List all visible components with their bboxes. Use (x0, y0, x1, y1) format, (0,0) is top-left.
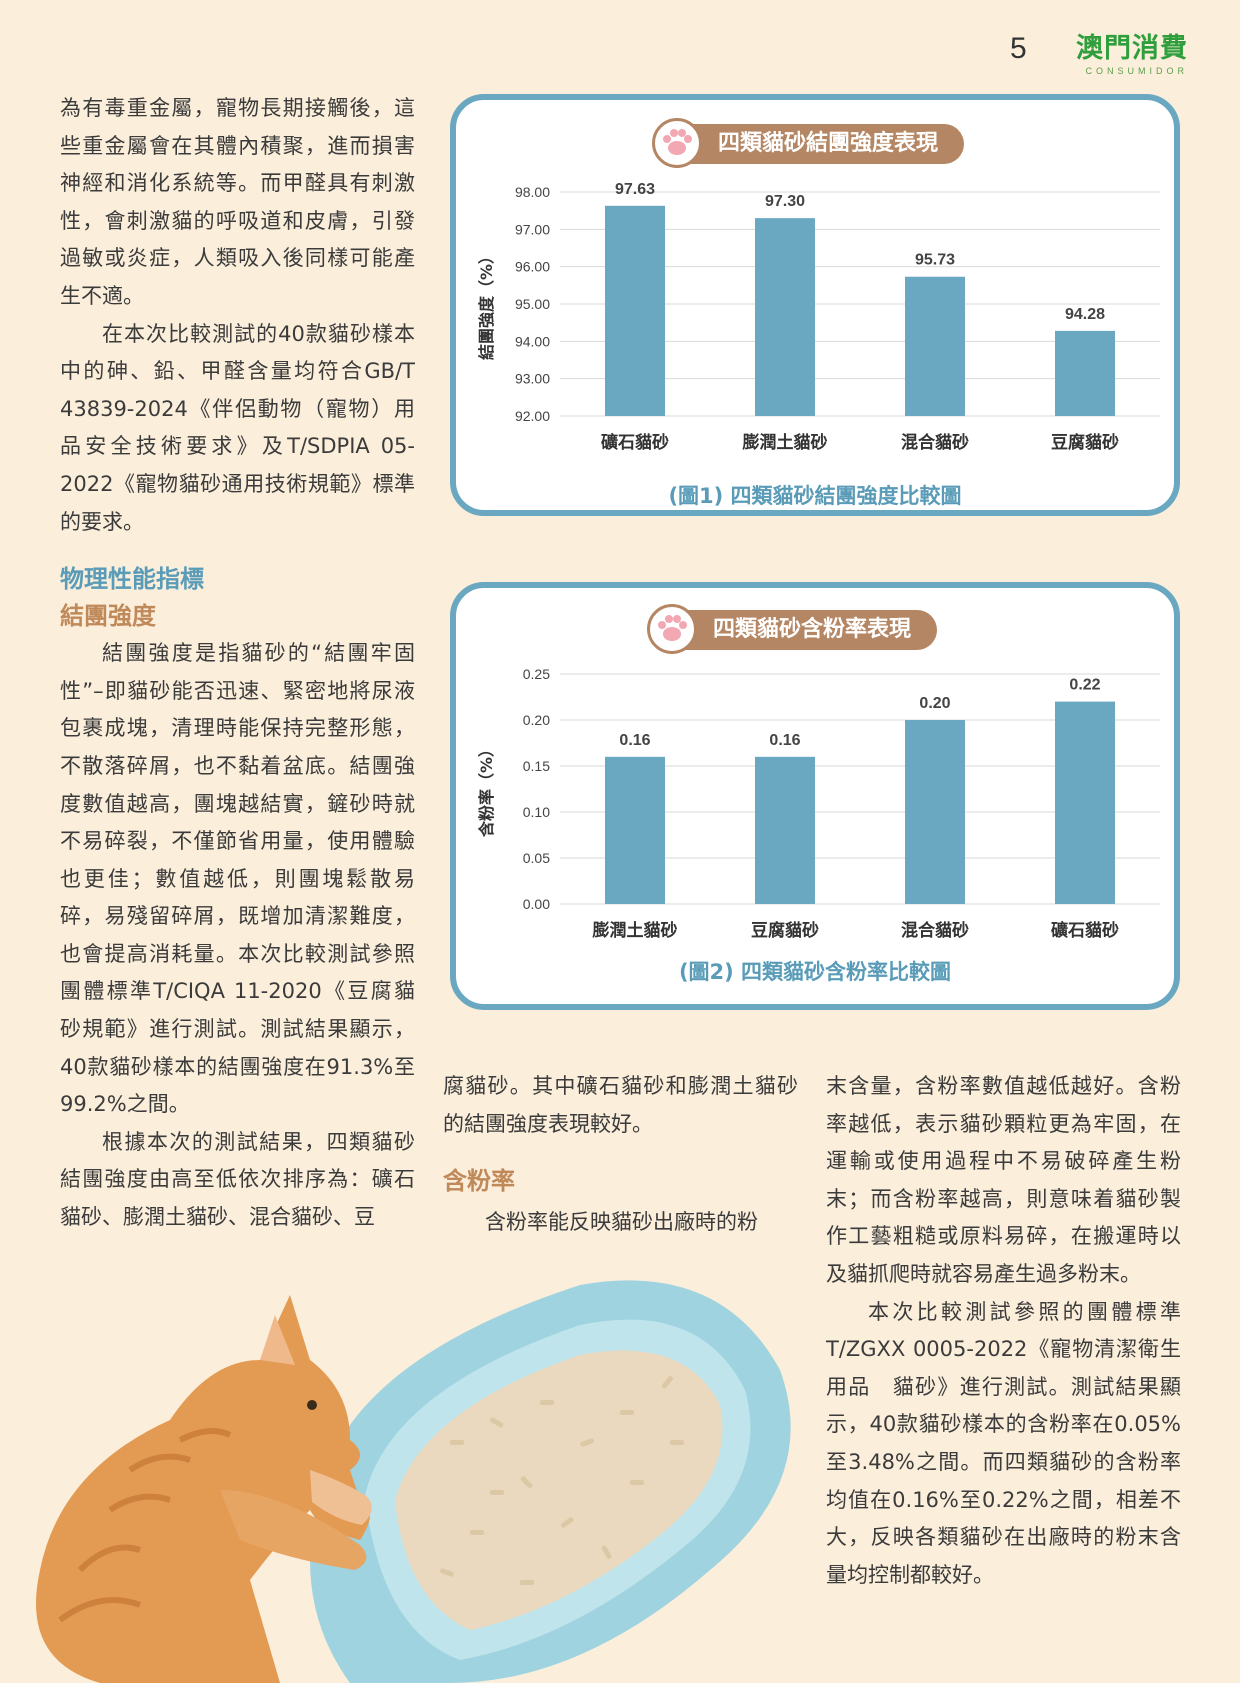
paragraph: 含粉率能反映貓砂出廠時的粉 (485, 1210, 758, 1235)
bar (1055, 701, 1115, 904)
bar (605, 756, 665, 904)
brand-name: 澳門消費 (1076, 33, 1188, 64)
x-tick-label: 礦石貓砂 (1051, 920, 1119, 941)
subsection-heading: 含粉率 (443, 1167, 515, 1196)
x-tick-label: 膨潤土貓砂 (743, 432, 828, 453)
paragraph: 末含量，含粉率數值越低越好。含粉率越低，表示貓砂顆粒更為牢固，在運輸或使用過程中… (826, 1074, 1181, 1286)
chart-card-dust-rate: 0.00 0.05 0.10 0.15 0.20 0.25 含粉率（%） 0.16 膨潤土貓砂 0… (450, 582, 1180, 1010)
bar (905, 720, 965, 904)
x-tick-label: 豆腐貓砂 (751, 920, 819, 941)
chart-caption: (圖1) 四類貓砂結團強度比較圖 (668, 484, 962, 508)
y-tick-label: 0.15 (523, 758, 550, 774)
y-axis-label: 結團強度（%） (477, 248, 496, 360)
chart-card-clumping-strength: 92.00 93.00 94.00 95.00 96.00 97.00 98.00 結團強度（… (450, 94, 1180, 516)
data-label: 97.30 (765, 193, 805, 210)
data-label: 0.16 (619, 732, 650, 749)
cat-icon (36, 1295, 372, 1683)
y-axis-label: 含粉率（%） (477, 741, 496, 837)
y-tick-label: 0.20 (523, 712, 550, 728)
brand-subtitle: CONSUMIDOR (1085, 66, 1188, 76)
data-label: 95.73 (915, 252, 955, 269)
y-tick-label: 94.00 (515, 333, 550, 349)
paragraph: 為有毒重金屬，寵物長期接觸後，這些重金屬會在其體內積聚，進而損害神經和消化系統等… (60, 96, 415, 308)
y-tick-label: 0.25 (523, 666, 550, 682)
chart-title: 四類貓砂含粉率表現 (713, 617, 912, 642)
y-tick-label: 98.00 (515, 184, 550, 200)
data-label: 97.63 (615, 181, 655, 198)
paw-icon (652, 118, 702, 168)
y-tick-label: 96.00 (515, 259, 550, 275)
y-tick-label: 95.00 (515, 296, 550, 312)
y-tick-label: 0.05 (523, 850, 550, 866)
chart-dust-rate: 0.00 0.05 0.10 0.15 0.20 0.25 含粉率（%） 0.16 膨潤土貓砂 0… (477, 666, 1160, 941)
data-label: 0.20 (919, 695, 950, 712)
x-tick-label: 混合貓砂 (901, 432, 969, 453)
column-left: 為有毒重金屬，寵物長期接觸後，這些重金屬會在其體內積聚，進而損害神經和消化系統等… (60, 90, 415, 1237)
paw-icon (647, 604, 697, 654)
cat-litter-box-illustration (36, 1280, 791, 1683)
paragraph: 本次比較測試參照的團體標準T/ZGXX 0005-2022《寵物清潔衛生用品 貓… (826, 1299, 1181, 1587)
subsection-heading: 結團強度 (60, 602, 156, 631)
chart-title-pill: 四類貓砂結團強度表現 (652, 118, 965, 168)
paragraph: 根據本次的測試結果，四類貓砂結團強度由高至低依次排序為：礦石貓砂、膨潤土貓砂、混… (60, 1129, 415, 1230)
chart-caption: (圖2) 四類貓砂含粉率比較圖 (678, 960, 952, 984)
chart-title-pill: 四類貓砂含粉率表現 (647, 604, 938, 654)
x-tick-label: 豆腐貓砂 (1051, 432, 1119, 453)
bar (1055, 330, 1115, 416)
y-tick-label: 92.00 (515, 408, 550, 424)
y-tick-label: 93.00 (515, 371, 550, 387)
x-tick-label: 混合貓砂 (901, 920, 969, 941)
bar (905, 276, 965, 416)
bar (755, 756, 815, 904)
paragraph: 腐貓砂。其中礦石貓砂和膨潤土貓砂的結團強度表現較好。 (443, 1074, 798, 1136)
bar (755, 218, 815, 416)
y-tick-label: 0.10 (523, 804, 550, 820)
x-tick-label: 礦石貓砂 (601, 432, 669, 453)
chart-clumping-strength: 92.00 93.00 94.00 95.00 96.00 97.00 98.00 結團強度（… (477, 181, 1160, 453)
y-tick-label: 97.00 (515, 221, 550, 237)
section-heading: 物理性能指標 (60, 565, 204, 594)
x-tick-label: 膨潤土貓砂 (593, 920, 678, 941)
column-right: 末含量，含粉率數值越低越好。含粉率越低，表示貓砂顆粒更為牢固，在運輸或使用過程中… (826, 1068, 1181, 1594)
data-label: 0.22 (1069, 677, 1100, 694)
litter-box-icon (310, 1280, 791, 1683)
chart-title: 四類貓砂結團強度表現 (718, 131, 939, 156)
paragraph: 結團強度是指貓砂的“結團牢固性”–即貓砂能否迅速、緊密地將尿液包裹成塊，清理時能… (60, 641, 415, 1117)
data-label: 94.28 (1065, 306, 1105, 323)
data-label: 0.16 (769, 732, 800, 749)
paragraph: 在本次比較測試的40款貓砂樣本中的砷、鉛、甲醛含量均符合GB/T 43839-2… (60, 321, 415, 534)
y-tick-label: 0.00 (523, 896, 550, 912)
page-number: 5 (1010, 32, 1027, 65)
bar (605, 205, 665, 416)
brand-logo: 澳門消費 CONSUMIDOR (1068, 33, 1188, 77)
column-middle: 腐貓砂。其中礦石貓砂和膨潤土貓砂的結團強度表現較好。 含粉率 含粉率能反映貓砂出… (443, 1068, 798, 1242)
